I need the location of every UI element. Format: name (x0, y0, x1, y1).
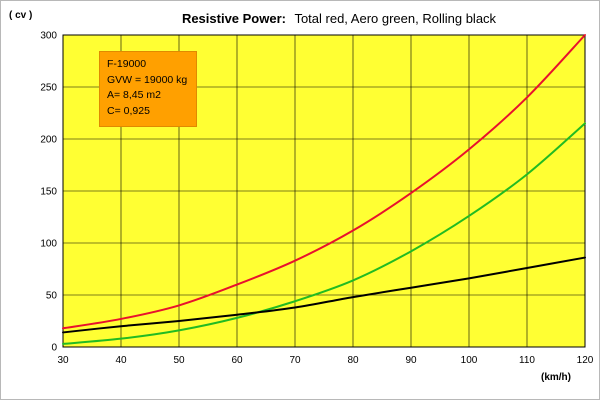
y-tick-labels: 0 50 100 150 200 250 300 (40, 31, 57, 354)
x-tick-label: 70 (289, 355, 301, 366)
chart-title: Resistive Power: Total red, Aero green, … (182, 10, 497, 27)
plot-border (62, 34, 586, 348)
y-tick-label: 200 (40, 135, 57, 146)
x-tick-label: 30 (57, 355, 69, 366)
info-line-model: F-19000 (107, 58, 147, 70)
y-tick-label: 0 (51, 343, 57, 354)
vehicle-info-box: F-19000 GVW = 19000 kg A= 8,45 m2 C= 0,9… (99, 51, 197, 127)
x-tick-label: 110 (519, 355, 535, 366)
x-tick-labels: 30 40 50 60 70 80 90 100 110 120 (57, 355, 593, 366)
y-tick-label: 50 (46, 291, 58, 302)
rolling-power-line (62, 256, 586, 334)
x-tick-label: 50 (173, 355, 185, 366)
y-tick-label: 300 (40, 31, 57, 42)
y-tick-label: 150 (40, 187, 57, 198)
total-power-line (62, 34, 586, 330)
info-line-coefficient: C= 0,925 (107, 104, 150, 117)
info-line-gvw: GVW = 19000 kg (107, 73, 188, 86)
aero-power-line (62, 122, 586, 345)
x-tick-label: 40 (115, 355, 127, 366)
x-tick-label: 100 (461, 355, 478, 366)
y-axis-label: ( cv ) (9, 10, 32, 21)
chart-title-rest: Total red, Aero green, Rolling black (294, 11, 496, 26)
x-tick-label: 80 (347, 355, 359, 366)
chart-title-bold: Resistive Power: (182, 11, 286, 26)
x-axis-label: (km/h) (541, 372, 571, 383)
info-line-area: A= 8,45 m2 (107, 89, 161, 101)
series-lines (62, 34, 586, 345)
x-tick-label: 60 (231, 355, 243, 366)
y-tick-label: 250 (40, 83, 57, 94)
y-tick-label: 100 (40, 239, 57, 250)
x-tick-label: 120 (577, 355, 594, 366)
x-tick-label: 90 (405, 355, 417, 366)
